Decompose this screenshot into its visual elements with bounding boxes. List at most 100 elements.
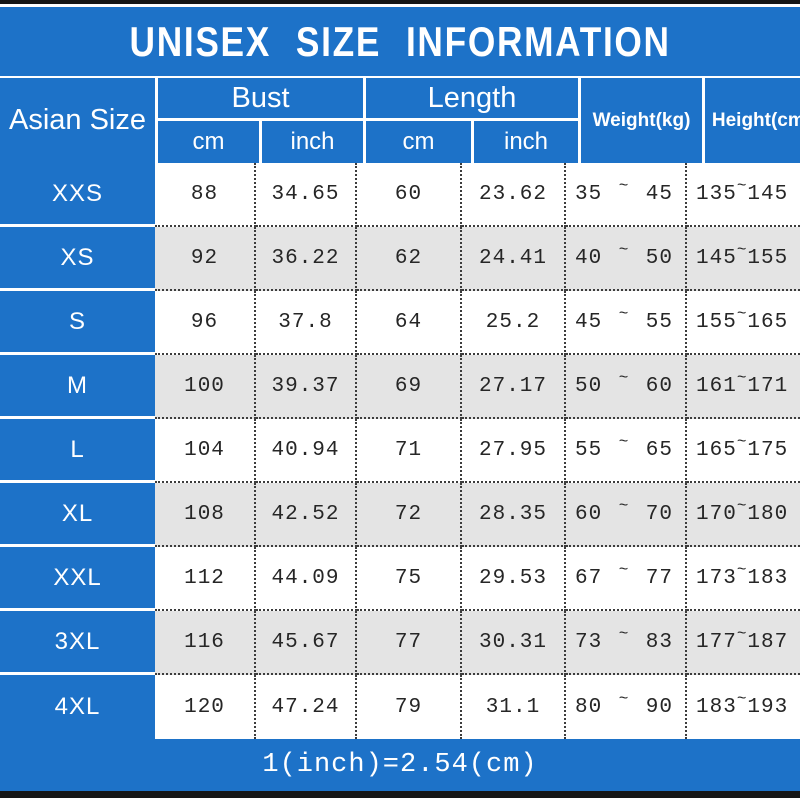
header-bust-inch: inch: [262, 121, 363, 163]
bust-inch-cell: 36.22: [256, 227, 357, 291]
weight-min: 73: [575, 630, 603, 654]
length-inch-cell: 31.1: [462, 675, 566, 739]
tilde-separator: ~: [736, 433, 748, 451]
length-cm-cell: 77: [357, 611, 462, 675]
height-max: 155: [747, 246, 789, 270]
table-header: Asian Size Bust Length Weight(kg) Height…: [0, 78, 800, 163]
table-body: XXS 88 34.65 60 23.62 35 ~45 135 ~145 XS 92 36.22 62…: [0, 163, 800, 739]
weight-range-cell: 35 ~45: [566, 163, 687, 227]
weight-max: 55: [645, 310, 673, 334]
length-cm-cell: 64: [357, 291, 462, 355]
weight-min: 60: [575, 502, 603, 526]
tilde-separator: ~: [618, 305, 630, 323]
tilde-separator: ~: [618, 433, 630, 451]
size-label: XXS: [0, 163, 155, 227]
length-inch-cell: 23.62: [462, 163, 566, 227]
length-inch-cell: 27.95: [462, 419, 566, 483]
bust-inch-cell: 34.65: [256, 163, 357, 227]
bust-inch-cell: 39.37: [256, 355, 357, 419]
bust-cm-cell: 104: [155, 419, 256, 483]
height-max: 165: [747, 310, 789, 334]
weight-min: 50: [575, 374, 603, 398]
conversion-note: 1(inch)=2.54(cm): [262, 750, 538, 780]
header-bust-cm: cm: [158, 121, 259, 163]
weight-range-cell: 45 ~55: [566, 291, 687, 355]
length-inch-cell: 24.41: [462, 227, 566, 291]
height-max: 175: [747, 438, 789, 462]
weight-min: 80: [575, 695, 603, 719]
bust-cm-cell: 100: [155, 355, 256, 419]
weight-min: 45: [575, 310, 603, 334]
header-length-cm: cm: [366, 121, 471, 163]
bust-inch-cell: 42.52: [256, 483, 357, 547]
header-weight-kg: Weight(kg): [581, 78, 702, 163]
title-bar: UNISEX SIZE INFORMATION: [0, 7, 800, 76]
weight-max: 90: [645, 695, 673, 719]
bust-cm-cell: 92: [155, 227, 256, 291]
height-min: 155: [696, 310, 737, 334]
height-range-cell: 183 ~193: [687, 675, 800, 739]
height-max: 183: [747, 566, 789, 590]
weight-max: 77: [645, 566, 673, 590]
weight-max: 45: [645, 182, 673, 206]
bust-cm-cell: 96: [155, 291, 256, 355]
bust-inch-cell: 45.67: [256, 611, 357, 675]
height-max: 187: [747, 630, 789, 654]
tilde-separator: ~: [618, 241, 630, 259]
header-height-cm: Height(cm): [705, 78, 800, 163]
height-min: 135: [696, 182, 737, 206]
header-asian-size: Asian Size: [0, 78, 155, 163]
length-cm-cell: 69: [357, 355, 462, 419]
length-cm-cell: 72: [357, 483, 462, 547]
tilde-separator: ~: [618, 369, 630, 387]
header-length: Length: [366, 78, 578, 118]
tilde-separator: ~: [618, 561, 630, 579]
length-cm-cell: 60: [357, 163, 462, 227]
height-min: 173: [696, 566, 737, 590]
bottom-black-bar: [0, 791, 800, 798]
height-min: 183: [696, 695, 737, 719]
height-min: 145: [696, 246, 737, 270]
length-cm-cell: 79: [357, 675, 462, 739]
tilde-separator: ~: [736, 177, 748, 195]
height-range-cell: 135 ~145: [687, 163, 800, 227]
tilde-separator: ~: [618, 690, 630, 708]
weight-max: 60: [645, 374, 673, 398]
tilde-separator: ~: [736, 561, 748, 579]
weight-min: 67: [575, 566, 603, 590]
bust-inch-cell: 40.94: [256, 419, 357, 483]
footer-bar: 1(inch)=2.54(cm): [0, 739, 800, 791]
height-max: 193: [747, 695, 789, 719]
height-max: 180: [747, 502, 789, 526]
size-label: XL: [0, 483, 155, 547]
tilde-separator: ~: [736, 690, 748, 708]
bust-cm-cell: 120: [155, 675, 256, 739]
length-cm-cell: 75: [357, 547, 462, 611]
height-max: 171: [747, 374, 789, 398]
size-label: M: [0, 355, 155, 419]
height-range-cell: 177 ~187: [687, 611, 800, 675]
top-black-bar: [0, 0, 800, 4]
weight-range-cell: 73 ~83: [566, 611, 687, 675]
bust-cm-cell: 88: [155, 163, 256, 227]
bust-cm-cell: 108: [155, 483, 256, 547]
height-min: 177: [696, 630, 737, 654]
size-label: L: [0, 419, 155, 483]
weight-min: 35: [575, 182, 603, 206]
length-inch-cell: 29.53: [462, 547, 566, 611]
weight-max: 83: [645, 630, 673, 654]
weight-range-cell: 50 ~60: [566, 355, 687, 419]
tilde-separator: ~: [618, 497, 630, 515]
header-bust: Bust: [158, 78, 363, 118]
length-cm-cell: 62: [357, 227, 462, 291]
tilde-separator: ~: [736, 241, 748, 259]
height-range-cell: 155 ~165: [687, 291, 800, 355]
length-inch-cell: 25.2: [462, 291, 566, 355]
tilde-separator: ~: [736, 369, 748, 387]
height-range-cell: 173 ~183: [687, 547, 800, 611]
bust-cm-cell: 112: [155, 547, 256, 611]
bust-inch-cell: 47.24: [256, 675, 357, 739]
height-range-cell: 161 ~171: [687, 355, 800, 419]
page-title: UNISEX SIZE INFORMATION: [129, 17, 671, 65]
size-label: 4XL: [0, 675, 155, 739]
